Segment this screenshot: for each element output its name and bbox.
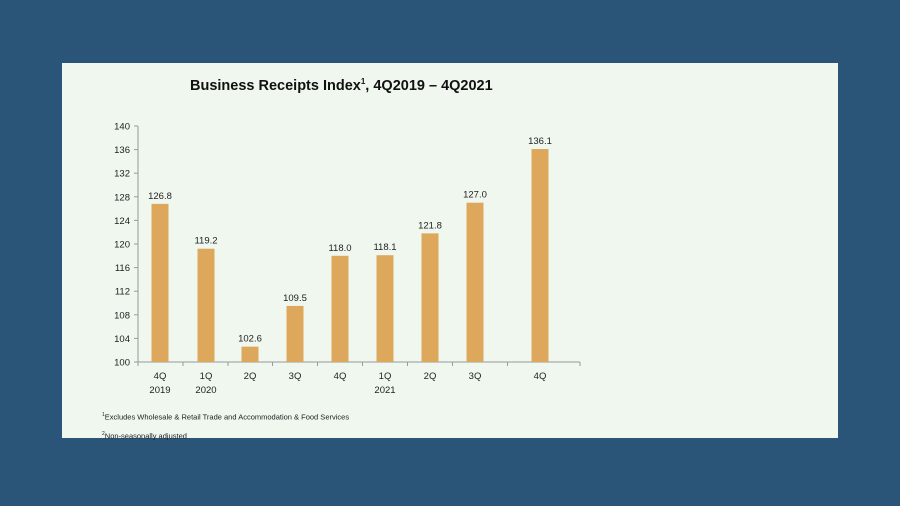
y-tick-label: 132 — [114, 169, 130, 180]
x-tick-label-year: 2020 — [195, 385, 216, 396]
x-tick-label-year: 2019 — [149, 385, 170, 396]
y-tick-label: 124 — [114, 216, 130, 227]
y-tick-label: 128 — [114, 192, 130, 203]
title-main: Business Receipts Index — [190, 77, 361, 94]
footnote-1-text: Excludes Wholesale & Retail Trade and Ac… — [104, 412, 350, 422]
x-tick-label: 2Q — [244, 371, 257, 382]
y-tick-label: 116 — [115, 263, 130, 274]
data-label: 126.8 — [148, 191, 172, 202]
title-range: , 4Q2019 – 4Q2021 — [365, 77, 493, 94]
y-tick-label: 136 — [114, 145, 130, 156]
y-tick-label: 140 — [114, 122, 130, 133]
footnote-2-text: Non-seasonally adjusted — [104, 431, 187, 440]
bar-chart: 100 104 108 112 116 120 124 128 132 136 140 126.8 4Q… — [114, 122, 581, 396]
x-tick-label: 3Q — [469, 371, 482, 382]
footnote-2-marker: 2 — [102, 430, 105, 437]
data-label: 109.5 — [283, 293, 307, 304]
slide-panel: Business Receipts Index1, 4Q2019 – 4Q202… — [62, 63, 838, 440]
data-label: 127.0 — [463, 190, 487, 201]
x-tick-label: 1Q — [200, 371, 213, 382]
x-tick-label: 2Q — [424, 371, 437, 382]
bar — [331, 255, 349, 362]
footnote-2: 2Non-seasonally adjusted — [102, 426, 349, 445]
x-tick-label: 4Q — [534, 371, 547, 382]
bar — [376, 255, 394, 362]
y-tick-label: 108 — [114, 310, 130, 321]
data-label: 136.1 — [528, 136, 552, 147]
footnote-1: 1Excludes Wholesale & Retail Trade and A… — [102, 407, 349, 426]
bar — [241, 346, 259, 362]
y-tick-label: 112 — [115, 287, 130, 298]
x-tick-label: 3Q — [289, 371, 302, 382]
bar — [421, 233, 439, 362]
x-tick-label-year: 2021 — [374, 385, 395, 396]
footnote-1-marker: 1 — [102, 412, 105, 418]
title-footnote-marker: 1 — [360, 77, 366, 86]
bar — [286, 305, 304, 362]
bar — [531, 149, 549, 362]
y-tick-label: 104 — [114, 334, 130, 345]
bar — [151, 203, 169, 362]
chart-title: Business Receipts Index1, 4Q2019 – 4Q202… — [190, 77, 493, 94]
bar — [197, 248, 215, 362]
data-label: 118.0 — [328, 243, 351, 254]
x-tick-label: 4Q — [334, 371, 347, 382]
footnotes: 1Excludes Wholesale & Retail Trade and A… — [102, 407, 349, 444]
data-label: 118.1 — [373, 242, 396, 253]
y-tick-label: 120 — [114, 240, 130, 251]
y-tick-label: 100 — [114, 358, 130, 369]
x-tick-label: 1Q — [379, 371, 392, 382]
data-label: 119.2 — [194, 236, 217, 247]
data-label: 102.6 — [238, 334, 262, 345]
data-label: 121.8 — [418, 220, 442, 231]
bar — [466, 202, 484, 362]
x-tick-label: 4Q — [154, 371, 167, 382]
